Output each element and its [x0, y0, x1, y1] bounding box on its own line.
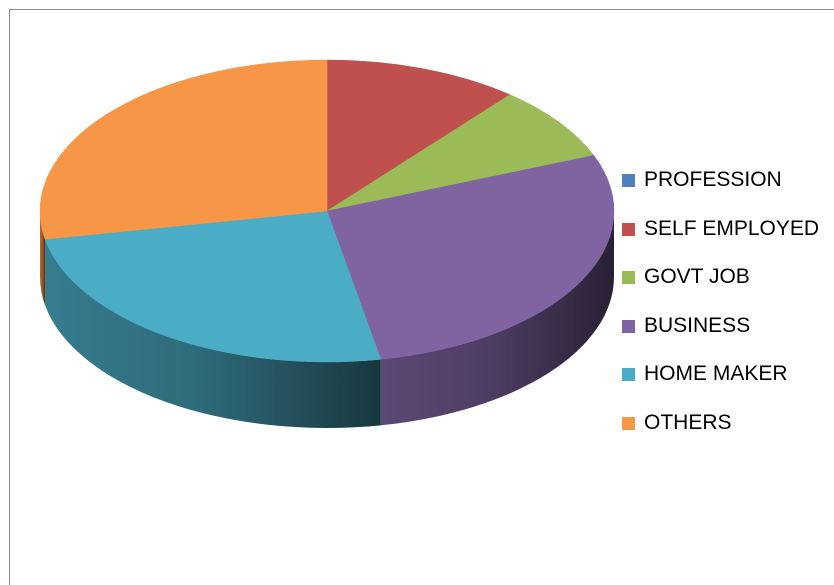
legend-swatch [622, 271, 635, 285]
legend-label: PROFESSION [644, 168, 782, 191]
pie-slice-others [39, 59, 328, 240]
legend-swatch [622, 319, 635, 333]
pie-slice-govt-job [326, 94, 595, 212]
pie-sides [40, 211, 614, 428]
pie-slice-self-employed [326, 59, 511, 212]
legend-label: SELF EMPLOYED [644, 216, 820, 240]
legend-label: BUSINESS [644, 313, 751, 337]
legend-swatch [622, 416, 635, 430]
legend-item-govt-job: GOVT JOB [622, 265, 819, 314]
pie-side-others [40, 211, 46, 306]
pie-side-business [380, 211, 614, 426]
legend-item-others: OTHERS [622, 411, 819, 460]
pie-slice-home-maker [44, 210, 382, 363]
pie-top [39, 59, 615, 363]
legend-item-profession: PROFESSION [622, 168, 819, 217]
legend-swatch [622, 174, 635, 187]
pie-slice-business [326, 155, 615, 360]
chart-frame [9, 9, 834, 585]
legend-label: HOME MAKER [644, 362, 788, 386]
legend-label: GOVT JOB [644, 265, 750, 289]
legend: PROFESSION SELF EMPLOYED GOVT JOB BUSINESS H… [622, 168, 819, 460]
legend-item-self-employed: SELF EMPLOYED [622, 217, 819, 266]
legend-item-business: BUSINESS [622, 314, 819, 363]
pie-side-home-maker [45, 239, 381, 428]
legend-swatch [622, 368, 635, 382]
legend-item-home-maker: HOME MAKER [622, 362, 819, 411]
legend-label: OTHERS [644, 410, 732, 434]
legend-swatch [622, 222, 635, 236]
